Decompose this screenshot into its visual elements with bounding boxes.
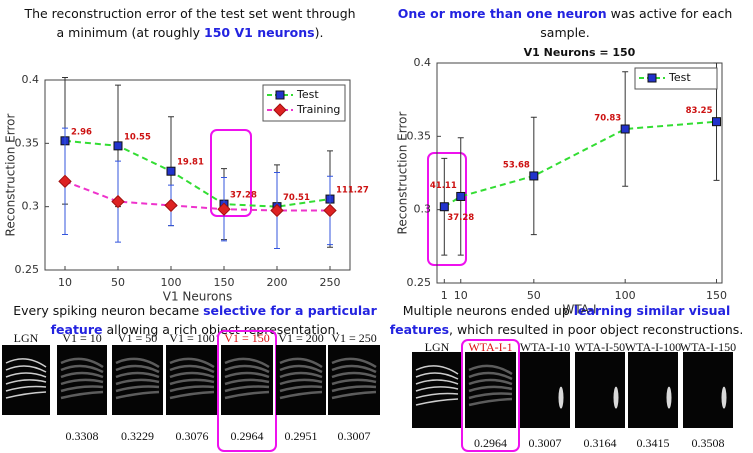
plot-frame — [437, 63, 722, 283]
image-label: V1 = 10 — [62, 331, 101, 345]
figure: The reconstruction error of the test set… — [0, 0, 753, 453]
y-tick-label: 0.35 — [407, 129, 432, 142]
point-label: 19.81 — [177, 158, 204, 168]
image-value: 0.2964 — [474, 436, 507, 450]
image-label: WTA-I-150 — [680, 340, 736, 354]
image-label: LGN — [425, 340, 450, 354]
point-label: 2.96 — [71, 127, 92, 137]
x-tick-label: 10 — [454, 289, 468, 302]
x-tick-label: 50 — [111, 276, 125, 289]
marker — [114, 142, 122, 150]
marker — [713, 118, 721, 126]
image-label: V1 = 200 — [278, 331, 323, 345]
charts: 10501001502002500.250.30.350.4V1 Neurons… — [0, 0, 753, 453]
x-tick-label: 150 — [214, 276, 235, 289]
image-label: V1 = 100 — [169, 331, 214, 345]
image-label: LGN — [14, 331, 39, 345]
marker — [167, 167, 175, 175]
image-value: 0.3508 — [692, 436, 725, 450]
marker — [648, 74, 656, 82]
x-tick-label: 100 — [161, 276, 182, 289]
image-label: V1 = 150 — [224, 331, 269, 345]
legend-label: Test — [296, 88, 319, 101]
marker — [457, 192, 465, 200]
image-label: WTA-I-10 — [520, 340, 570, 354]
x-tick-label: 50 — [527, 289, 541, 302]
marker — [440, 203, 448, 211]
image-value: 0.2951 — [285, 429, 318, 443]
image-value: 0.3007 — [529, 436, 562, 450]
legend-label: Training — [296, 103, 340, 116]
marker — [112, 196, 124, 208]
marker — [165, 199, 177, 211]
image-value: 0.2964 — [231, 429, 264, 443]
x-tick-label: 250 — [320, 276, 341, 289]
point-label: 111.27 — [336, 186, 369, 196]
y-tick-label: 0.3 — [414, 203, 432, 216]
marker — [276, 91, 284, 99]
image-blob — [614, 387, 619, 409]
marker — [324, 204, 336, 216]
highlight-box — [211, 130, 251, 216]
y-axis-label: Reconstruction Error — [4, 114, 18, 237]
x-axis-label: WTA-I — [562, 303, 596, 317]
marker — [621, 125, 629, 133]
point-label: 70.83 — [594, 114, 621, 124]
y-axis-label: Reconstruction Error — [396, 112, 410, 235]
x-tick-label: 200 — [267, 276, 288, 289]
point-label: 53.68 — [503, 160, 530, 170]
image-blob — [667, 387, 672, 409]
legend-label: Test — [668, 71, 691, 84]
x-axis-label: V1 Neurons — [163, 290, 233, 304]
image-label: WTA-I-100 — [625, 340, 681, 354]
x-tick-label: 150 — [706, 289, 727, 302]
image-label: WTA-I-50 — [575, 340, 625, 354]
image-label: V1 = 250 — [331, 331, 376, 345]
marker — [530, 172, 538, 180]
marker — [59, 175, 71, 187]
chart-title: V1 Neurons = 150 — [524, 46, 636, 59]
image-value: 0.3229 — [121, 429, 154, 443]
point-label: 70.51 — [283, 193, 310, 203]
point-label: 37.28 — [230, 191, 257, 201]
x-tick-label: 100 — [615, 289, 636, 302]
point-label: 10.55 — [124, 132, 151, 142]
image-value: 0.3308 — [66, 429, 99, 443]
x-tick-label: 1 — [441, 289, 448, 302]
image-blob — [559, 387, 564, 409]
y-tick-label: 0.25 — [15, 263, 40, 276]
y-tick-label: 0.4 — [414, 56, 432, 69]
image-blob — [722, 387, 727, 409]
y-tick-label: 0.25 — [407, 276, 432, 289]
x-tick-label: 10 — [58, 276, 72, 289]
image-value: 0.3076 — [176, 429, 209, 443]
image-value: 0.3164 — [584, 436, 617, 450]
image-label: V1 = 50 — [118, 331, 157, 345]
y-tick-label: 0.4 — [22, 73, 40, 86]
series-line — [444, 122, 716, 207]
image-label: WTA-I-1 — [468, 340, 512, 354]
y-tick-label: 0.35 — [15, 136, 40, 149]
image-value: 0.3007 — [338, 429, 371, 443]
point-label: 41.11 — [430, 181, 457, 191]
point-label: 37.28 — [447, 213, 474, 223]
point-label: 83.25 — [686, 106, 713, 116]
image-value: 0.3415 — [637, 436, 670, 450]
y-tick-label: 0.3 — [22, 200, 40, 213]
